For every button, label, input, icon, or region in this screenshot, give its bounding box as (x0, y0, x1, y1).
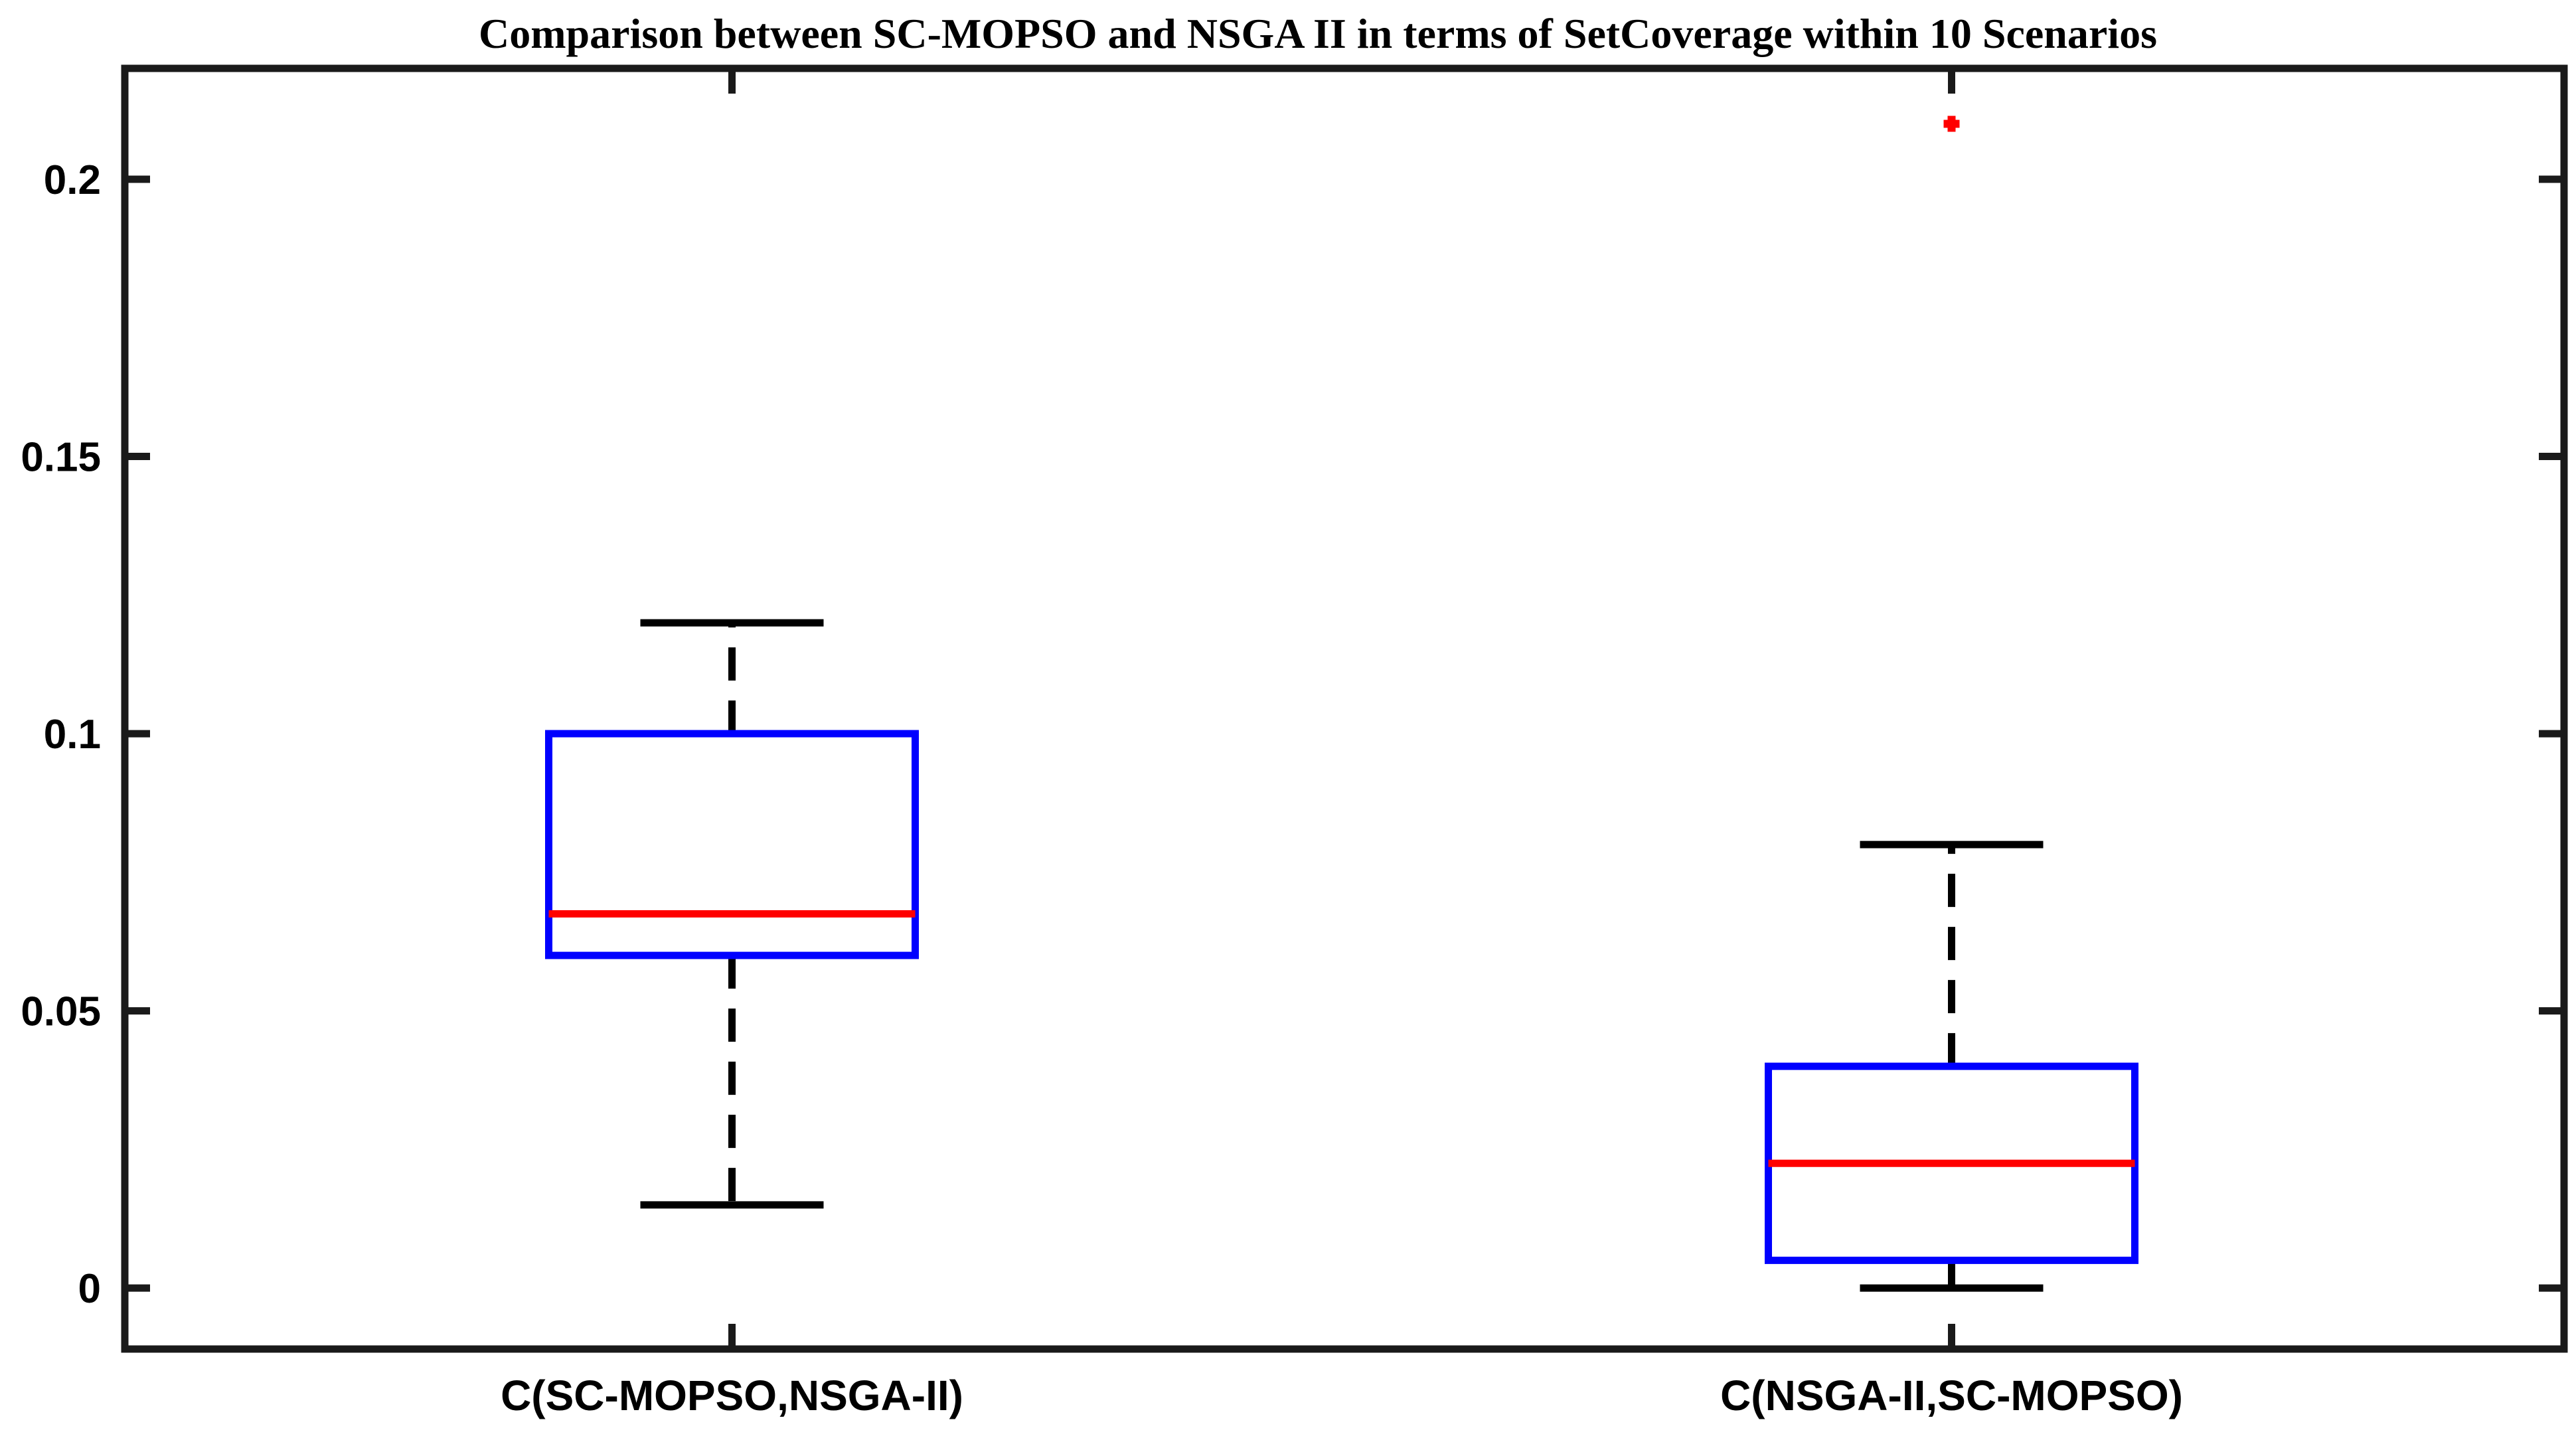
outlier-point-2-1 (1943, 116, 1960, 132)
chart-title: Comparison between SC-MOPSO and NSGA II … (479, 10, 2157, 57)
y-tick-label-4: 0.15 (21, 435, 101, 481)
box-1 (545, 730, 919, 959)
axes-frame (121, 64, 2568, 1353)
x-category-label-2: C(NSGA-II,SC-MOPSO) (1720, 1372, 2183, 1419)
y-tick-label-5: 0.2 (44, 157, 101, 203)
y-tick-label-1: 0 (78, 1266, 101, 1312)
y-tick-label-3: 0.1 (44, 712, 101, 758)
axes: 0 0.05 0.1 0.15 0.2 C(SC-MOPSO,NSGA-II) C(NSGA… (21, 64, 2568, 1419)
x-category-label-1: C(SC-MOPSO,NSGA-II) (501, 1372, 963, 1419)
y-tick-label-2: 0.05 (21, 989, 101, 1035)
plot-area (545, 116, 2138, 1292)
